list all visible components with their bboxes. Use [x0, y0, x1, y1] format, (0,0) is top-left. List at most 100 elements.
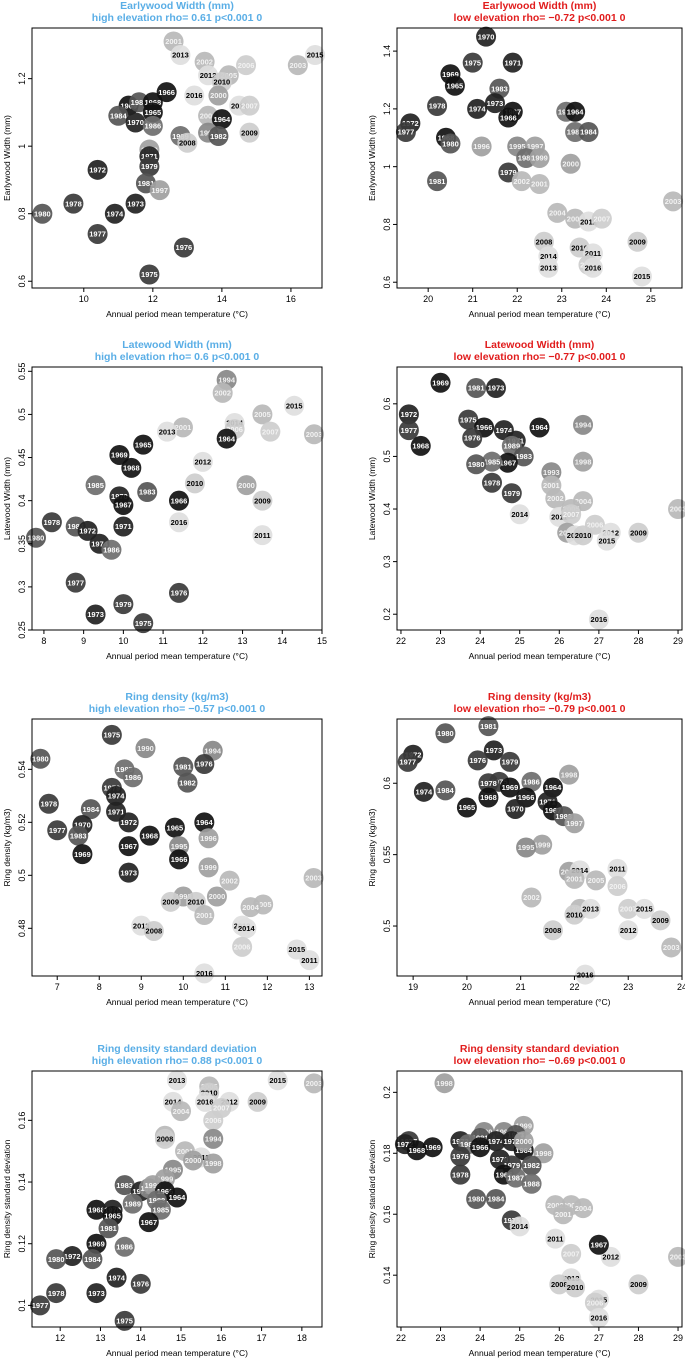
point-label: 2012 — [194, 458, 211, 467]
plot-frame — [396, 366, 683, 631]
data-point — [482, 451, 502, 472]
data-point — [219, 870, 240, 891]
data-point — [484, 93, 505, 114]
point-label: 1998 — [175, 892, 192, 901]
data-point — [157, 421, 178, 442]
data-point — [466, 454, 487, 475]
point-label: 2005 — [254, 410, 271, 419]
data-point — [573, 414, 594, 435]
point-label: 1967 — [499, 458, 516, 467]
point-label: 2012 — [580, 217, 597, 226]
data-point — [650, 910, 671, 931]
point-label: 2003 — [663, 943, 680, 952]
data-point — [485, 378, 506, 399]
point-label: 1984 — [84, 1255, 102, 1264]
x-tick-label: 15 — [317, 636, 327, 646]
y-tick-label: 0.18 — [382, 1145, 392, 1163]
point-label: 1977 — [32, 1301, 49, 1310]
point-label: 2016 — [577, 970, 594, 979]
data-point — [456, 797, 477, 818]
point-label: 1969 — [424, 1143, 441, 1152]
point-label: 2004 — [549, 209, 567, 218]
x-tick-label: 14 — [217, 294, 227, 304]
point-label: 2015 — [636, 905, 653, 914]
point-label: 2003 — [670, 505, 685, 514]
data-point — [485, 1189, 506, 1209]
point-label: 2014 — [511, 510, 529, 519]
point-label: 1964 — [214, 115, 232, 124]
data-point — [476, 26, 497, 47]
x-tick-label: 14 — [277, 636, 287, 646]
point-label: 1965 — [496, 1170, 513, 1179]
data-point — [194, 754, 215, 775]
point-label: 1999 — [515, 1122, 532, 1131]
point-label: 1966 — [476, 423, 493, 432]
data-point — [168, 512, 189, 533]
point-label: 2009 — [162, 898, 179, 907]
point-label: 1980 — [468, 1195, 485, 1204]
point-label: 2007 — [620, 905, 637, 914]
point-label: 1998 — [575, 457, 592, 466]
data-point — [252, 404, 273, 425]
point-label: 2007 — [563, 510, 580, 519]
data-point — [108, 105, 129, 126]
data-point — [588, 1234, 609, 1255]
point-label: 1967 — [545, 806, 562, 815]
data-point — [542, 920, 563, 941]
data-point — [150, 1199, 171, 1220]
y-tick-label: 0.3 — [17, 581, 27, 594]
point-label: 1969 — [88, 1239, 105, 1248]
y-tick-label: 0.14 — [382, 1266, 392, 1284]
point-label: 2016 — [186, 91, 203, 100]
point-label: 1979 — [503, 489, 520, 498]
point-label: 1975 — [104, 731, 121, 740]
data-point — [422, 1137, 443, 1158]
data-point — [505, 798, 526, 819]
data-point — [203, 1128, 224, 1149]
point-label: 1982 — [179, 778, 196, 787]
x-tick-label: 13 — [304, 982, 314, 992]
point-label: 1979 — [141, 162, 158, 171]
point-label: 2011 — [547, 1234, 563, 1243]
point-label: 1986 — [103, 546, 120, 555]
data-point — [46, 1283, 67, 1304]
data-point — [206, 886, 227, 907]
point-label: 1984 — [67, 522, 85, 531]
point-label: 1989 — [124, 1199, 141, 1208]
data-point — [458, 409, 479, 430]
point-label: 1984 — [488, 1195, 506, 1204]
y-tick-label: 1.2 — [17, 72, 27, 85]
point-label: 1966 — [472, 1143, 489, 1152]
x-tick-label: 13 — [95, 1333, 105, 1343]
point-label: 1974 — [488, 1137, 506, 1146]
data-point — [565, 1277, 586, 1298]
y-axis-label: Latewood Width (mm) — [2, 457, 12, 540]
data-point — [101, 539, 122, 560]
panel-title: Latewood Width (mm) — [122, 339, 232, 351]
point-label: 1981 — [175, 762, 192, 771]
point-label: 1973 — [87, 610, 104, 619]
point-label: 2001 — [196, 911, 213, 920]
data-point — [232, 936, 253, 957]
data-point — [513, 446, 534, 467]
data-point — [47, 820, 68, 841]
data-point — [545, 1228, 566, 1249]
x-tick-label: 17 — [257, 1333, 267, 1343]
x-tick-label: 25 — [646, 294, 656, 304]
point-label: 1974 — [416, 788, 434, 797]
data-point — [538, 257, 559, 278]
x-tick-label: 23 — [436, 636, 446, 646]
data-point — [575, 964, 596, 985]
point-label: 1972 — [79, 527, 96, 536]
point-label: 1975 — [141, 270, 158, 279]
point-label: 1976 — [452, 1152, 469, 1161]
data-point — [125, 112, 146, 133]
point-label: 1976 — [464, 434, 481, 443]
y-tick-label: 0.6 — [382, 398, 392, 411]
point-label: 1972 — [89, 166, 106, 175]
point-label: 1966 — [171, 855, 188, 864]
y-tick-label: 0.6 — [17, 275, 27, 288]
point-label: 2013 — [133, 921, 150, 930]
point-label: 1984 — [437, 786, 455, 795]
panel-title: Ring density (kg/m3) — [488, 691, 591, 703]
